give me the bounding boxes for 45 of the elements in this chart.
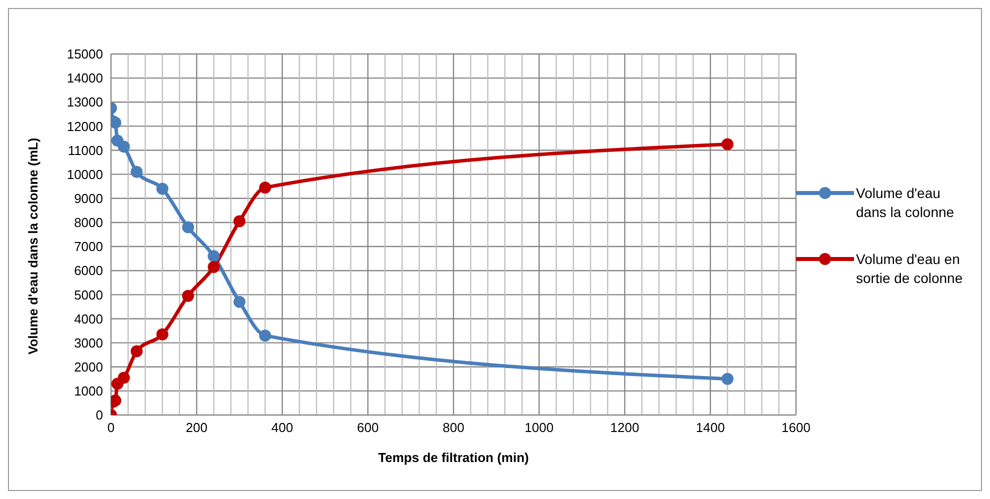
y-tick-label: 4000 <box>74 311 103 326</box>
y-tick-label: 2000 <box>74 359 103 374</box>
point <box>722 372 734 385</box>
legend-label: Volume d'eau en sortie de colonne <box>856 250 964 288</box>
point <box>233 296 246 308</box>
point <box>130 345 143 358</box>
point <box>208 250 220 262</box>
y-tick-label: 0 <box>96 408 103 423</box>
point <box>233 215 246 228</box>
y-tick-label: 8000 <box>74 215 103 230</box>
point <box>118 372 130 384</box>
point <box>182 290 194 302</box>
y-tick-label: 11000 <box>68 142 103 158</box>
y-tick-label: 1000 <box>74 384 103 399</box>
point <box>182 221 194 234</box>
point <box>722 138 734 150</box>
y-tick-label: 5000 <box>74 287 103 302</box>
y-axis-title: Volume d'eau dans la colonne (mL) <box>26 138 41 354</box>
x-tick-label: 400 <box>271 420 294 436</box>
y-tick-label: 15000 <box>66 46 103 62</box>
y-tick-label: 7000 <box>74 239 103 254</box>
x-tick-label: 1200 <box>610 420 640 436</box>
x-tick-label: 800 <box>442 420 464 436</box>
point <box>156 182 168 195</box>
x-axis-title: Temps de filtration (min) <box>378 450 529 465</box>
point <box>130 166 143 178</box>
point <box>118 140 130 153</box>
y-tick-label: 3000 <box>74 335 103 350</box>
y-tick-label: 12000 <box>66 118 103 134</box>
x-tick-label: 1600 <box>782 420 810 436</box>
point <box>208 260 220 273</box>
x-tick-label: 600 <box>357 420 379 436</box>
y-tick-label: 13000 <box>66 94 103 110</box>
legend-label: Volume d'eau dans la colonne <box>856 184 956 222</box>
y-tick-label: 6000 <box>74 263 103 278</box>
point <box>259 182 272 194</box>
x-tick-label: 1400 <box>696 420 725 436</box>
point <box>156 328 168 340</box>
y-tick-label: 10000 <box>66 166 103 182</box>
x-tick-label: 1000 <box>524 420 554 436</box>
y-tick-label: 9000 <box>74 191 103 206</box>
point <box>259 330 272 342</box>
y-tick-label: 14000 <box>66 70 103 86</box>
x-tick-label: 200 <box>186 420 208 436</box>
x-tick-label: 0 <box>107 420 115 436</box>
